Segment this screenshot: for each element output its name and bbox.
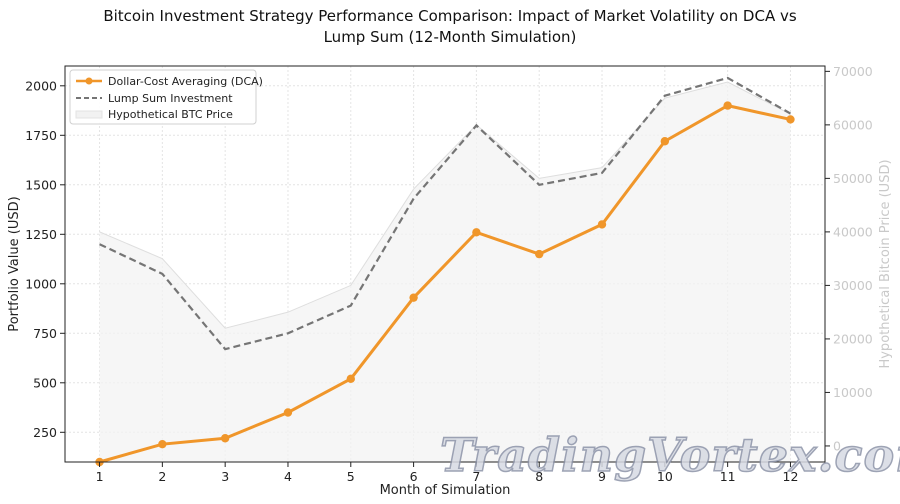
y2-tick-label: 0 xyxy=(833,438,841,453)
chart-title: Bitcoin Investment Strategy Performance … xyxy=(0,6,900,48)
y-axis-ticks: 250 500 750 1000 1250 1500 1750 2000 xyxy=(25,78,65,440)
btc-price-fill xyxy=(99,82,791,463)
legend-dca-label: Dollar-Cost Averaging (DCA) xyxy=(108,75,263,88)
y2-tick-label: 70000 xyxy=(833,64,873,79)
x-tick-label: 5 xyxy=(347,469,355,484)
dca-point xyxy=(409,293,418,302)
y-tick-label: 750 xyxy=(33,326,57,341)
chart-title-line-2: Lump Sum (12-Month Simulation) xyxy=(323,28,577,46)
plot-frame xyxy=(64,65,826,463)
btc-price-line xyxy=(99,81,791,329)
x-tick-label: 7 xyxy=(472,469,480,484)
dca-point xyxy=(535,249,544,259)
legend-dca-marker xyxy=(85,77,93,85)
x-tick-label: 10 xyxy=(657,469,673,484)
legend-btc-swatch xyxy=(75,110,103,119)
x-axis-ticks: 1 2 3 4 5 6 7 8 9 10 11 12 xyxy=(96,462,799,484)
y2-tick-label: 60000 xyxy=(833,117,873,132)
y-tick-label: 500 xyxy=(33,375,57,390)
y2-tick-label: 10000 xyxy=(833,385,873,400)
y-tick-label: 1750 xyxy=(25,128,57,143)
chart-title-line-1: Bitcoin Investment Strategy Performance … xyxy=(103,7,797,25)
x-tick-label: 12 xyxy=(783,469,799,484)
x-tick-label: 3 xyxy=(221,469,229,484)
dca-point xyxy=(283,408,293,417)
watermark: TradingVortex.com xyxy=(439,427,900,483)
x-axis-label: Month of Simulation xyxy=(380,483,511,498)
y2-axis-ticks: 0 10000 20000 30000 40000 50000 60000 70000 xyxy=(825,64,873,453)
x-tick-label: 9 xyxy=(598,469,606,484)
x-tick-label: 2 xyxy=(158,469,166,484)
x-tick-label: 11 xyxy=(720,469,736,484)
y2-axis-label: Hypothetical Bitcoin Price (USD) xyxy=(878,159,893,368)
dca-line xyxy=(99,104,791,464)
x-tick-label: 4 xyxy=(284,469,292,484)
legend: Dollar-Cost Averaging (DCA) Lump Sum Inv… xyxy=(69,69,263,125)
y-tick-label: 1000 xyxy=(25,276,57,291)
legend-box xyxy=(69,69,257,125)
x-tick-label: 6 xyxy=(410,469,418,484)
dca-point xyxy=(786,115,795,124)
y2-tick-label: 30000 xyxy=(833,278,873,293)
y-axis-label: Portfolio Value (USD) xyxy=(7,196,22,331)
x-tick-label: 1 xyxy=(96,469,104,484)
y2-tick-label: 40000 xyxy=(833,224,873,239)
dca-point xyxy=(597,220,607,229)
dca-point xyxy=(472,228,481,237)
y-tick-label: 250 xyxy=(33,425,57,440)
series-lines xyxy=(95,76,795,467)
dca-point xyxy=(158,439,167,449)
dca-point xyxy=(723,101,732,110)
y-tick-label: 1250 xyxy=(25,227,57,242)
btc-price-area xyxy=(99,81,791,463)
lump-sum-line xyxy=(99,76,791,351)
y-tick-label: 1500 xyxy=(25,177,57,192)
y-tick-label: 2000 xyxy=(25,78,57,93)
y2-tick-label: 50000 xyxy=(833,171,873,186)
legend-btc-label: Hypothetical BTC Price xyxy=(108,108,233,121)
dca-point xyxy=(220,434,230,443)
dca-point xyxy=(660,137,670,146)
dca-point xyxy=(346,374,355,384)
legend-lump-label: Lump Sum Investment xyxy=(108,92,233,105)
x-tick-label: 8 xyxy=(535,469,543,484)
y2-tick-label: 20000 xyxy=(833,331,873,346)
